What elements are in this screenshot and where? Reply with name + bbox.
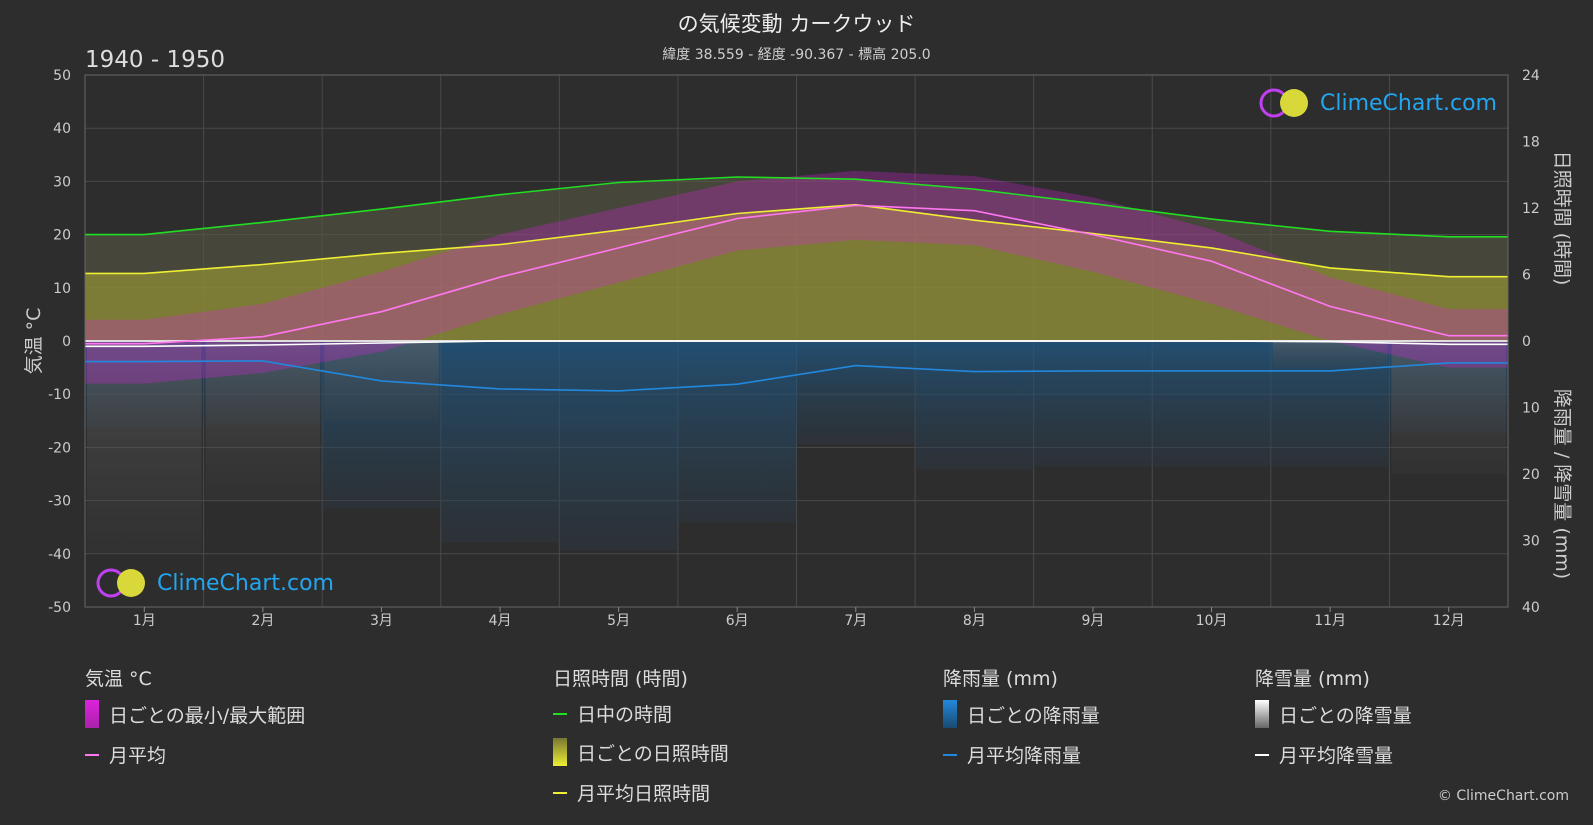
x-tick-label: 11月 (1314, 613, 1346, 629)
sun-daily-swatch (553, 738, 567, 766)
left-tick-label: -40 (48, 547, 71, 563)
legend-rain-daily: 日ごとの降雨量 (943, 700, 1100, 728)
rain-daily-bar (440, 341, 560, 543)
snow-daily-swatch (1255, 700, 1269, 728)
rain-daily-swatch (943, 700, 957, 728)
legend-rain-avg-label: 月平均降雨量 (967, 745, 1082, 767)
x-tick-label: 5月 (607, 613, 630, 629)
legend-sun-daily: 日ごとの日照時間 (553, 738, 729, 766)
logo-top: ClimeChart.com (1258, 86, 1497, 120)
snow-avg-swatch (1255, 753, 1269, 756)
left-tick-label: -20 (48, 440, 71, 456)
legend-rain-daily-label: 日ごとの降雨量 (967, 704, 1100, 727)
legend-rain-avg: 月平均降雨量 (943, 741, 1081, 768)
legend-sun-avg-label: 月平均日照時間 (577, 783, 711, 805)
left-axis-title: 気温 °C (23, 308, 45, 375)
rain-avg-swatch (943, 753, 957, 756)
legend-daylight-label: 日中の時間 (577, 704, 673, 726)
snow-avg-line (85, 340, 1508, 348)
legend-sun-avg: 月平均日照時間 (553, 779, 710, 806)
legend-daylight: 日中の時間 (553, 700, 672, 727)
legend-rain-heading: 降雨量 (mm) (943, 668, 1058, 690)
right-tick-label: 0 (1522, 334, 1531, 350)
x-tick-label: 9月 (1081, 613, 1104, 629)
rain-daily-bar (915, 341, 1034, 470)
rain-daily-bar (1033, 341, 1153, 467)
x-tick-label: 4月 (489, 613, 512, 629)
legend-sun-daily-label: 日ごとの日照時間 (577, 742, 729, 765)
right-axis-top-title: 日照時間 (時間) (1551, 151, 1573, 286)
x-tick-label: 1月 (133, 613, 156, 629)
legend-snow-avg: 月平均降雪量 (1255, 741, 1393, 768)
left-tick-label: 30 (53, 174, 71, 190)
logo-text: ClimeChart.com (1320, 90, 1497, 116)
rain-daily-bar (796, 341, 916, 445)
temp-range-band (85, 170, 1508, 384)
plot-border (84, 74, 1509, 608)
period-label: 1940 - 1950 (85, 47, 225, 73)
legend-temp-heading: 気温 °C (85, 668, 152, 690)
right-tick-label: 24 (1522, 68, 1540, 84)
right-axis-bottom-title: 降雨量 / 降雪量 (mm) (1551, 389, 1573, 579)
legend-temp-range-label: 日ごとの最小/最大範囲 (109, 704, 306, 727)
x-tick-label: 12月 (1433, 613, 1465, 629)
right-tick-label: 30 (1522, 534, 1540, 550)
right-tick-label: 12 (1522, 201, 1540, 217)
chart-subtitle: 緯度 38.559 - 経度 -90.367 - 標高 205.0 (662, 47, 931, 63)
copyright: © ClimeChart.com (1437, 788, 1569, 804)
right-tick-label: 6 (1522, 268, 1531, 284)
legend-snow-avg-label: 月平均降雪量 (1279, 745, 1394, 767)
sunshine-daily-area (85, 204, 1508, 341)
legend-temp-range: 日ごとの最小/最大範囲 (85, 700, 305, 728)
rain-daily-bar (1152, 341, 1271, 467)
logo-icon (96, 568, 145, 598)
left-tick-label: 20 (53, 228, 71, 244)
left-tick-label: -10 (48, 387, 71, 403)
x-tick-label: 6月 (726, 613, 749, 629)
right-tick-label: 40 (1522, 600, 1540, 616)
logo-bottom: ClimeChart.com (95, 566, 334, 600)
logo-text: ClimeChart.com (157, 570, 334, 596)
daylight-swatch (553, 712, 567, 715)
left-tick-label: -30 (48, 494, 71, 510)
logo-icon (1259, 88, 1308, 118)
left-tick-label: 0 (62, 334, 71, 350)
x-tick-label: 10月 (1196, 613, 1228, 629)
temp-avg-swatch (85, 753, 99, 756)
left-tick-label: 40 (53, 121, 71, 137)
temp-range-swatch (85, 700, 99, 728)
legend-snow-heading: 降雪量 (mm) (1255, 668, 1370, 690)
snow-daily-bar (1272, 341, 1388, 368)
legend-snow-daily: 日ごとの降雪量 (1255, 700, 1412, 728)
climate-chart: 50 40 30 20 10 0 -10 -20 -30 -40 -50 24 18 12 6 0 10 20 30… (23, 68, 1573, 629)
rain-daily-bar (677, 341, 797, 523)
sun-avg-swatch (553, 791, 567, 794)
left-tick-label: -50 (48, 600, 71, 616)
legend-temp-avg: 月平均 (85, 741, 166, 768)
right-tick-label: 18 (1522, 135, 1540, 151)
rain-avg-line (85, 360, 1508, 392)
x-tick-label: 8月 (963, 613, 986, 629)
left-tick-label: 10 (53, 281, 71, 297)
legend-sun-heading: 日照時間 (時間) (553, 668, 688, 690)
x-tick-label: 2月 (251, 613, 274, 629)
daylight-line (85, 176, 1508, 238)
right-tick-label: 10 (1522, 401, 1540, 417)
sunshine-avg-line (85, 203, 1508, 278)
legend-snow-daily-label: 日ごとの降雪量 (1279, 704, 1412, 727)
x-tick-label: 3月 (370, 613, 393, 629)
x-tick-label: 7月 (844, 613, 867, 629)
temp-avg-line (85, 204, 1508, 345)
rain-daily-bar (559, 341, 678, 551)
snow-daily-bar (87, 341, 202, 554)
legend-temp-avg-label: 月平均 (109, 745, 167, 767)
left-tick-label: 50 (53, 68, 71, 84)
right-tick-label: 20 (1522, 467, 1540, 483)
chart-title: の気候変動 カークウッド (677, 12, 916, 36)
